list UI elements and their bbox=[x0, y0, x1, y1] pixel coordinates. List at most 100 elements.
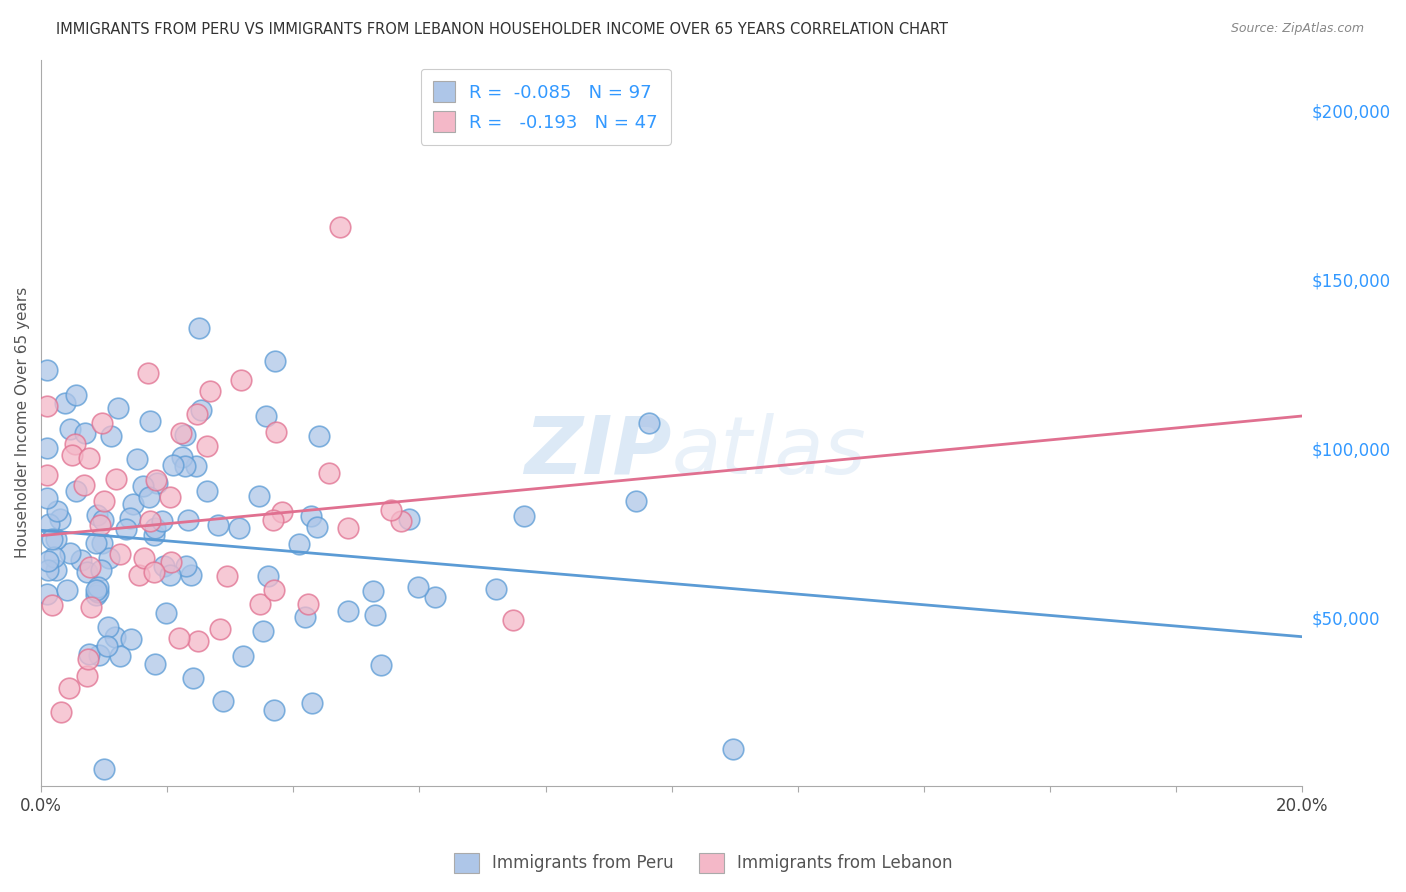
Point bbox=[159, 490, 181, 504]
Point bbox=[80, 600, 103, 615]
Point bbox=[305, 520, 328, 534]
Point bbox=[132, 479, 155, 493]
Point bbox=[53, 396, 76, 410]
Point bbox=[73, 478, 96, 492]
Point bbox=[297, 597, 319, 611]
Point bbox=[408, 580, 430, 594]
Point bbox=[228, 520, 250, 534]
Point bbox=[723, 741, 745, 756]
Point bbox=[138, 514, 160, 528]
Point bbox=[84, 588, 107, 602]
Point bbox=[159, 567, 181, 582]
Point bbox=[254, 409, 277, 423]
Point bbox=[128, 568, 150, 582]
Point bbox=[100, 428, 122, 442]
Point bbox=[56, 583, 79, 598]
Point bbox=[187, 633, 209, 648]
Point bbox=[361, 584, 384, 599]
Point bbox=[37, 587, 59, 601]
Point bbox=[181, 671, 204, 685]
Point bbox=[252, 624, 274, 639]
Point bbox=[195, 439, 218, 453]
Point bbox=[262, 513, 284, 527]
Point bbox=[329, 220, 352, 235]
Point bbox=[186, 458, 208, 473]
Point bbox=[89, 517, 111, 532]
Point bbox=[167, 631, 190, 645]
Point bbox=[190, 402, 212, 417]
Point bbox=[637, 416, 659, 430]
Text: IMMIGRANTS FROM PERU VS IMMIGRANTS FROM LEBANON HOUSEHOLDER INCOME OVER 65 YEARS: IMMIGRANTS FROM PERU VS IMMIGRANTS FROM … bbox=[56, 22, 948, 37]
Point bbox=[173, 459, 195, 474]
Point bbox=[38, 517, 60, 532]
Point bbox=[37, 468, 59, 483]
Point bbox=[115, 522, 138, 536]
Point bbox=[146, 476, 169, 491]
Point bbox=[87, 648, 110, 662]
Point bbox=[104, 630, 127, 644]
Point bbox=[143, 657, 166, 671]
Point bbox=[45, 504, 67, 518]
Point bbox=[485, 582, 508, 596]
Legend: R =  -0.085   N = 97, R =   -0.193   N = 47: R = -0.085 N = 97, R = -0.193 N = 47 bbox=[420, 69, 671, 145]
Point bbox=[97, 620, 120, 634]
Point bbox=[44, 550, 66, 565]
Point bbox=[86, 536, 108, 550]
Point bbox=[398, 511, 420, 525]
Point bbox=[271, 505, 294, 519]
Point bbox=[264, 354, 287, 368]
Point bbox=[37, 363, 59, 377]
Legend: Immigrants from Peru, Immigrants from Lebanon: Immigrants from Peru, Immigrants from Le… bbox=[447, 847, 959, 880]
Point bbox=[150, 514, 173, 528]
Point bbox=[247, 489, 270, 503]
Point bbox=[288, 537, 311, 551]
Point bbox=[318, 466, 340, 480]
Point bbox=[37, 399, 59, 413]
Point bbox=[77, 651, 100, 665]
Point bbox=[110, 547, 132, 561]
Point bbox=[84, 582, 107, 597]
Point bbox=[195, 483, 218, 498]
Point bbox=[49, 705, 72, 719]
Point bbox=[134, 550, 156, 565]
Point bbox=[41, 598, 63, 612]
Point bbox=[73, 426, 96, 441]
Point bbox=[122, 497, 145, 511]
Point bbox=[143, 528, 166, 542]
Point bbox=[143, 521, 166, 535]
Point bbox=[173, 428, 195, 442]
Point bbox=[45, 563, 67, 577]
Point bbox=[87, 580, 110, 594]
Point bbox=[145, 473, 167, 487]
Point bbox=[90, 563, 112, 577]
Point bbox=[155, 607, 177, 621]
Point bbox=[90, 416, 112, 430]
Point bbox=[337, 521, 360, 535]
Point bbox=[308, 429, 330, 443]
Y-axis label: Householder Income Over 65 years: Householder Income Over 65 years bbox=[15, 287, 30, 558]
Point bbox=[37, 491, 59, 505]
Point bbox=[263, 703, 285, 717]
Point bbox=[45, 532, 67, 546]
Point bbox=[63, 436, 86, 450]
Point bbox=[266, 425, 288, 439]
Point bbox=[49, 511, 72, 525]
Point bbox=[98, 550, 121, 565]
Text: ZIP: ZIP bbox=[524, 413, 672, 491]
Point bbox=[200, 384, 222, 398]
Point bbox=[76, 668, 98, 682]
Point bbox=[513, 509, 536, 524]
Point bbox=[170, 426, 193, 441]
Point bbox=[294, 610, 316, 624]
Point bbox=[118, 511, 141, 525]
Point bbox=[58, 422, 80, 436]
Point bbox=[626, 493, 648, 508]
Point bbox=[105, 472, 128, 486]
Point bbox=[336, 604, 359, 618]
Point bbox=[423, 590, 446, 604]
Point bbox=[41, 532, 63, 546]
Point bbox=[299, 508, 322, 523]
Point bbox=[153, 558, 176, 573]
Point bbox=[93, 762, 115, 776]
Point bbox=[65, 483, 87, 498]
